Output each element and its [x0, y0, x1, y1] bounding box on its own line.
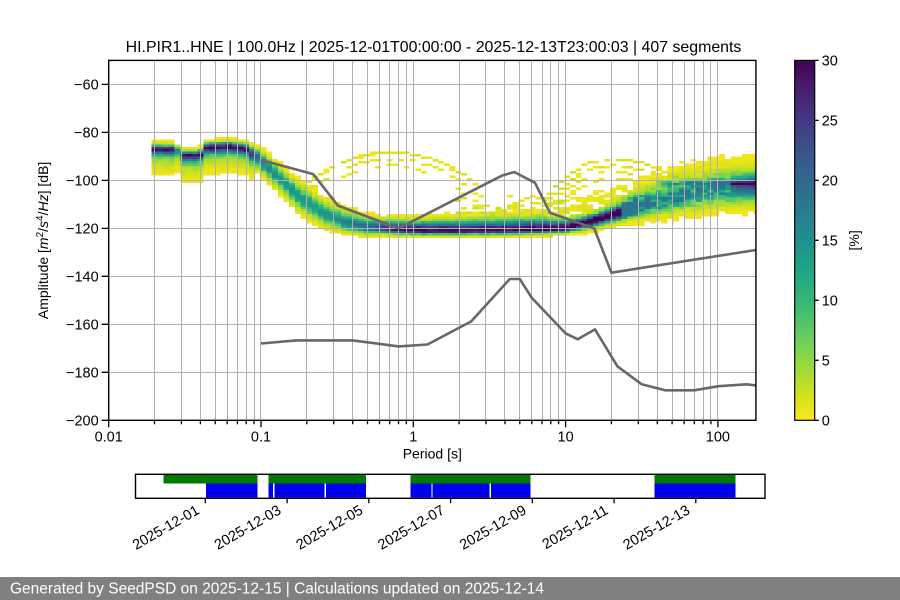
svg-text:−80: −80	[74, 125, 99, 141]
svg-text:HI.PIR1..HNE | 100.0Hz | 2025-: HI.PIR1..HNE | 100.0Hz | 2025-12-01T00:0…	[126, 39, 742, 56]
svg-text:−200: −200	[66, 413, 99, 429]
svg-text:100: 100	[706, 430, 730, 446]
svg-text:Period [s]: Period [s]	[403, 446, 462, 462]
svg-text:−140: −140	[66, 269, 99, 285]
svg-text:10: 10	[558, 430, 574, 446]
svg-text:25: 25	[822, 113, 838, 129]
svg-text:20: 20	[822, 173, 838, 189]
svg-text:0.01: 0.01	[95, 430, 123, 446]
svg-text:15: 15	[822, 233, 838, 249]
svg-text:1: 1	[409, 430, 417, 446]
svg-text:Generated by SeedPSD on 2025-1: Generated by SeedPSD on 2025-12-15 | Cal…	[10, 581, 544, 598]
svg-text:−120: −120	[66, 221, 99, 237]
svg-text:−60: −60	[74, 77, 99, 93]
svg-text:−180: −180	[66, 365, 99, 381]
svg-text:30: 30	[822, 53, 838, 69]
svg-text:5: 5	[822, 353, 830, 369]
svg-text:−160: −160	[66, 317, 99, 333]
svg-text:−100: −100	[66, 173, 99, 189]
svg-text:[%]: [%]	[846, 230, 862, 250]
svg-text:Amplitude [m2/s4/Hz] [dB]: Amplitude [m2/s4/Hz] [dB]	[35, 162, 51, 319]
svg-text:0.1: 0.1	[251, 430, 271, 446]
svg-text:0: 0	[822, 413, 830, 429]
svg-text:10: 10	[822, 293, 838, 309]
